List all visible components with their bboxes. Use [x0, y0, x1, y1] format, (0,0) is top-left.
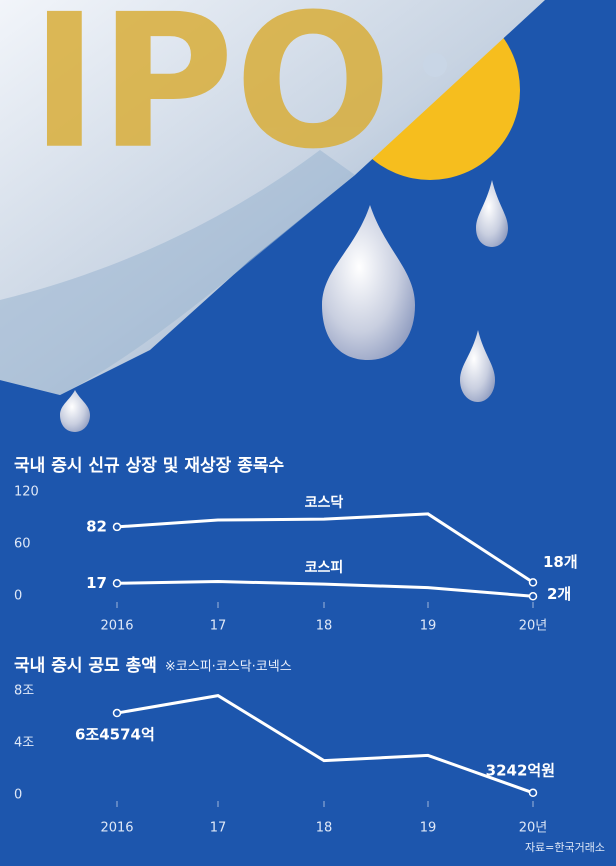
chart-title: 국내 증시 공모 총액: [14, 656, 157, 676]
value-label: 18개: [543, 553, 578, 571]
point: [528, 788, 538, 798]
value-label: 82: [86, 517, 107, 535]
point: [528, 578, 538, 587]
x-tick-label: 19: [420, 619, 437, 634]
source: 자료=한국거래소: [525, 841, 605, 854]
value-label: 2개: [547, 585, 571, 603]
chart-title: 국내 증시 신규 상장 및 재상장 종목수: [14, 456, 284, 476]
drop: [476, 180, 508, 247]
series-line: [116, 694, 534, 795]
ice-hole: [423, 53, 447, 77]
x-tick-label: 20년: [519, 821, 548, 836]
value-label: 17: [86, 574, 107, 592]
x-tick-label: 18: [316, 619, 333, 634]
x-tick-label: 17: [210, 619, 227, 634]
series-name: 코스닥: [305, 494, 344, 511]
x-tick-label: 20년: [519, 619, 548, 634]
y-tick-label: 120: [14, 485, 39, 500]
x-tick-label: 17: [210, 821, 227, 836]
x-tick-label: 19: [420, 821, 437, 836]
drop: [460, 330, 495, 402]
chart-subtitle: ※코스피·코스닥·코넥스: [165, 660, 292, 675]
series-name: 코스피: [305, 560, 344, 576]
point: [528, 592, 538, 601]
value-label: 6조4574억: [75, 726, 155, 744]
x-tick-label: 2016: [100, 821, 133, 836]
y-tick-label: 60: [14, 537, 31, 552]
ice-edge: [0, 150, 355, 395]
series-line: [116, 512, 534, 584]
point: [112, 522, 122, 532]
y-tick-label: 8조: [14, 684, 34, 699]
drop: [60, 390, 90, 432]
y-tick-label: 4조: [14, 736, 34, 751]
y-tick-label: 0: [14, 788, 22, 803]
point: [112, 579, 122, 588]
x-tick-label: 18: [316, 821, 333, 836]
drop: [322, 205, 415, 360]
point: [112, 708, 122, 718]
x-tick-label: 2016: [100, 619, 133, 634]
ipo-letters: IPO: [30, 0, 392, 190]
y-tick-label: 0: [14, 589, 22, 604]
series-line: [116, 580, 534, 598]
value-label: 3242억원: [486, 761, 555, 779]
